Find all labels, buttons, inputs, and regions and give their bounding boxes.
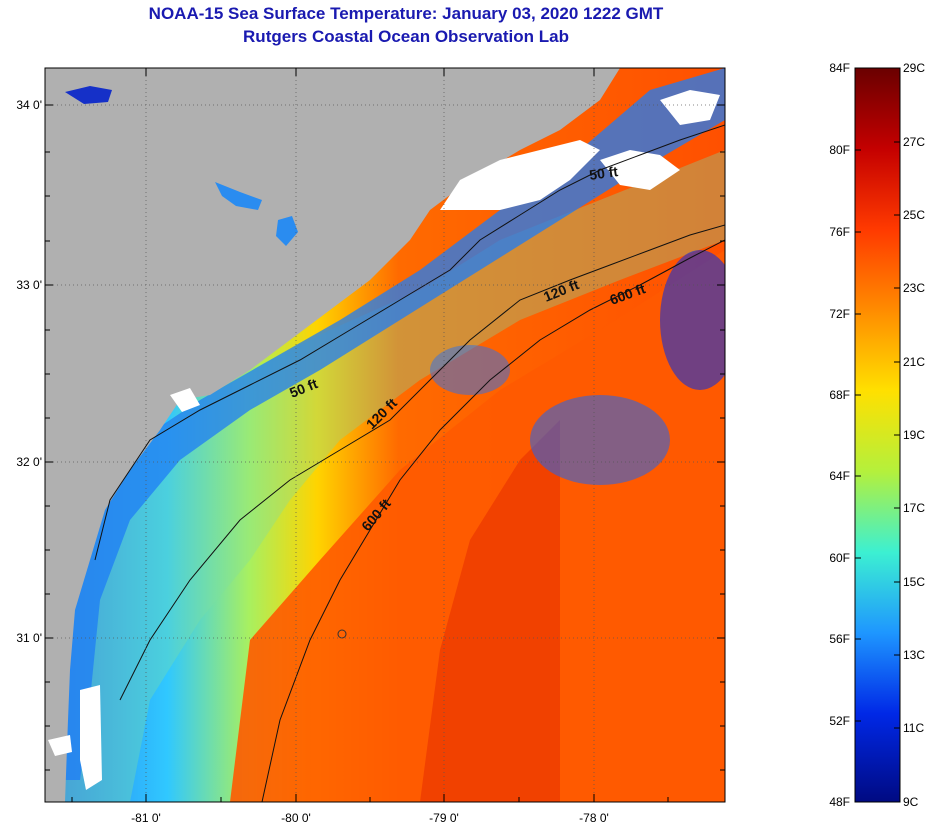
colorbar-f-label: 56F [829,632,850,646]
lat-label: 33 0' [16,278,42,292]
cloud-cover [170,388,200,412]
colorbar-c-label: 27C [903,135,925,149]
colorbar-c-label: 15C [903,575,925,589]
cloud-cover [80,685,102,790]
cold-patch [430,345,510,395]
colorbar-f-label: 68F [829,388,850,402]
cloud-cover [48,735,72,756]
lat-label: 31 0' [16,631,42,645]
lon-label: -79 0' [429,811,459,825]
colorbar-c-label: 9C [903,795,919,809]
inland-lake [215,182,262,210]
colorbar-c-label: 17C [903,501,925,515]
graticule [45,68,725,802]
colorbar-f-label: 72F [829,307,850,321]
lon-label: -78 0' [579,811,609,825]
nearshore-cold-water [45,68,725,780]
colorbar-c-label: 29C [903,61,925,75]
colorbar-f-label: 76F [829,225,850,239]
lat-label: 34 0' [16,98,42,112]
warm-core-band [420,420,560,802]
cold-patch [660,250,725,390]
map-frame [44,67,726,803]
warm-water-region [230,250,725,802]
contour-120ft [119,224,725,701]
lon-label: -80 0' [281,811,311,825]
colorbar-c-label: 21C [903,355,925,369]
lon-label: -81 0' [131,811,161,825]
land-mass [45,68,620,802]
colorbar-c-label: 23C [903,281,925,295]
colorbar-f-label: 60F [829,551,850,565]
colorbar-c-ticks [894,141,900,729]
colorbar-c-label: 13C [903,648,925,662]
inland-lake [276,216,298,246]
colorbar-f-label: 64F [829,469,850,483]
lat-label: 32 0' [16,455,42,469]
cloud-cover [600,150,680,190]
axis-ticks [45,68,725,802]
contour-600ft [261,239,725,802]
colorbar-c-label: 11C [903,721,924,735]
cloud-cover [660,90,720,125]
colorbar-f-label: 48F [829,795,850,809]
inland-lake [65,86,112,104]
contour-label: 50 ft [588,163,619,183]
cloud-cover [440,140,600,210]
map-title: NOAA-15 Sea Surface Temperature: January… [148,4,664,23]
colorbar-f-label: 80F [829,143,850,157]
cold-patch [530,395,670,485]
shelf-water-band [45,150,725,802]
colorbar-f-label: 52F [829,714,850,728]
map-subtitle: Rutgers Coastal Ocean Observation Lab [243,27,569,46]
colorbar-scale [854,67,901,803]
colorbar-f-label: 84F [829,61,850,75]
colorbar-f-ticks [855,149,861,722]
colorbar-c-label: 25C [903,208,925,222]
colorbar-c-label: 19C [903,428,925,442]
